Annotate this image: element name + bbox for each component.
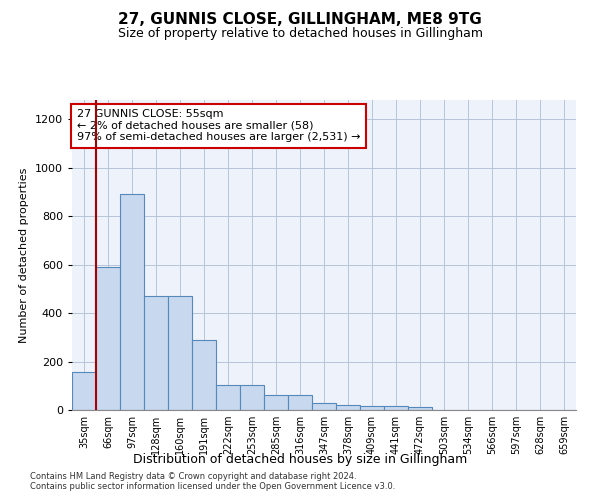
- Bar: [192, 340, 216, 410]
- Bar: [168, 296, 192, 410]
- Text: 27 GUNNIS CLOSE: 55sqm
← 2% of detached houses are smaller (58)
97% of semi-deta: 27 GUNNIS CLOSE: 55sqm ← 2% of detached …: [77, 110, 361, 142]
- Bar: [384, 406, 408, 410]
- Bar: [96, 267, 120, 410]
- Bar: [216, 384, 240, 410]
- Bar: [312, 403, 336, 410]
- Text: Size of property relative to detached houses in Gillingham: Size of property relative to detached ho…: [118, 28, 482, 40]
- Text: 27, GUNNIS CLOSE, GILLINGHAM, ME8 9TG: 27, GUNNIS CLOSE, GILLINGHAM, ME8 9TG: [118, 12, 482, 28]
- Bar: [144, 296, 168, 410]
- Bar: [120, 194, 144, 410]
- Bar: [336, 405, 360, 410]
- Text: Contains HM Land Registry data © Crown copyright and database right 2024.: Contains HM Land Registry data © Crown c…: [30, 472, 356, 481]
- Text: Distribution of detached houses by size in Gillingham: Distribution of detached houses by size …: [133, 452, 467, 466]
- Bar: [240, 384, 264, 410]
- Text: Contains public sector information licensed under the Open Government Licence v3: Contains public sector information licen…: [30, 482, 395, 491]
- Y-axis label: Number of detached properties: Number of detached properties: [19, 168, 29, 342]
- Bar: [72, 372, 96, 410]
- Bar: [264, 395, 288, 410]
- Bar: [288, 395, 312, 410]
- Bar: [360, 406, 384, 410]
- Bar: [408, 407, 432, 410]
